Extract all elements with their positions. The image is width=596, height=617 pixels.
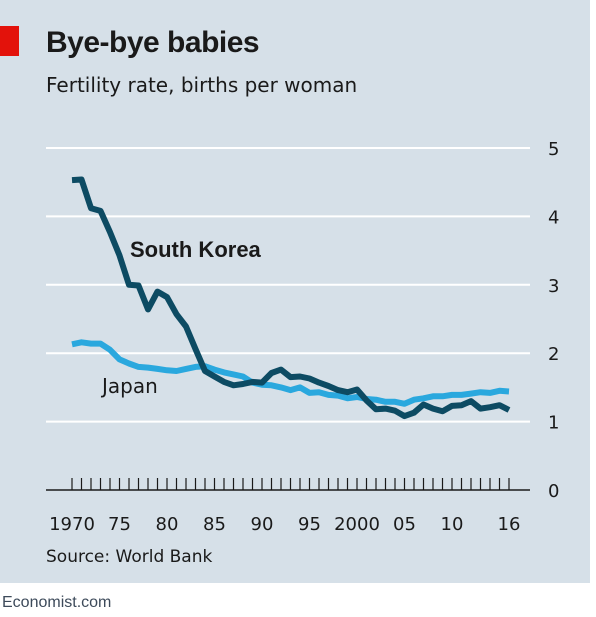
line-chart: 0 1 2 3 4 5 1970 75 80 85 90 95 2000 05 10 16 South Ko…: [46, 139, 559, 535]
source-note: Source: World Bank: [46, 547, 213, 567]
x-tick-label-2016: 16: [498, 514, 521, 535]
accent-bar: [0, 26, 19, 56]
chart-title: Bye-bye babies: [46, 26, 260, 59]
x-axis: [46, 478, 530, 491]
x-tick-label-1980: 80: [156, 514, 179, 535]
chart-panel: [0, 0, 590, 583]
x-tick-label-2010: 10: [441, 514, 464, 535]
japan-series-label: Japan: [100, 374, 158, 398]
y-tick-labels: 0 1 2 3 4 5: [548, 139, 559, 502]
series-lines: [71, 176, 511, 420]
brand-watermark: Economist.com: [2, 594, 112, 611]
x-tick-label-1975: 75: [108, 514, 131, 535]
south-korea-series-label: South Korea: [130, 237, 262, 262]
y-tick-label-5: 5: [548, 139, 559, 160]
y-tick-label-1: 1: [548, 413, 559, 434]
y-tick-label-3: 3: [548, 276, 559, 297]
x-tick-label-2000: 2000: [334, 514, 380, 535]
x-tick-label-2005: 05: [393, 514, 416, 535]
x-tick-label-1995: 95: [298, 514, 321, 535]
chart-subtitle: Fertility rate, births per woman: [46, 73, 358, 97]
x-tick-label-1970: 1970: [49, 514, 95, 535]
y-tick-label-4: 4: [548, 207, 559, 228]
y-tick-label-0: 0: [548, 481, 559, 502]
x-tick-label-1990: 90: [251, 514, 274, 535]
south-korea-line: [71, 176, 511, 420]
y-tick-label-2: 2: [548, 344, 559, 365]
x-tick-label-1985: 85: [203, 514, 226, 535]
x-tick-labels: 1970 75 80 85 90 95 2000 05 10 16: [49, 514, 520, 535]
japan-line: [71, 339, 510, 407]
